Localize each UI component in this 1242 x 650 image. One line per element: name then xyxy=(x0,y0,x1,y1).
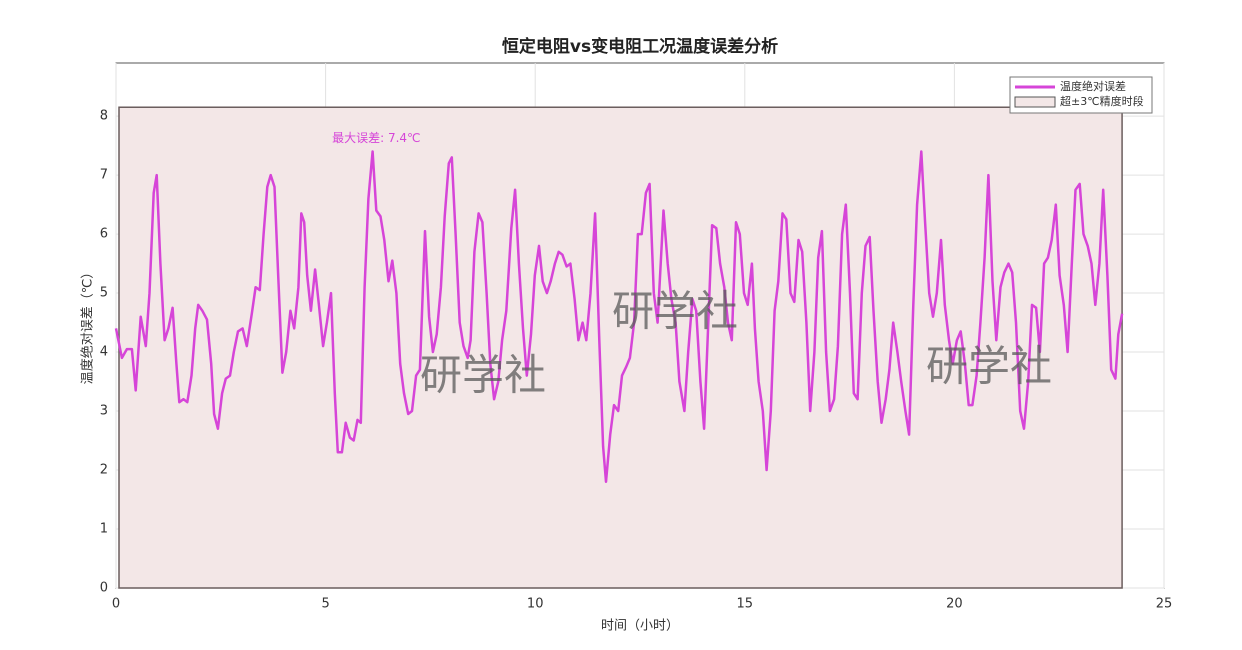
data-line xyxy=(114,150,1124,484)
y-tick-label: 0 xyxy=(100,581,108,596)
chart-title: 恒定电阻vs变电阻工况温度误差分析 xyxy=(502,36,778,57)
x-tick-label: 25 xyxy=(1156,597,1173,612)
y-tick-label: 5 xyxy=(100,286,108,301)
watermark: 研学社 xyxy=(926,342,1052,391)
x-tick-label: 5 xyxy=(321,597,329,612)
y-tick-label: 2 xyxy=(100,463,108,478)
legend-swatch xyxy=(1014,96,1056,108)
y-tick-label: 3 xyxy=(100,404,108,419)
y-tick-label: 7 xyxy=(100,168,108,183)
x-tick-label: 15 xyxy=(737,597,754,612)
y-tick-label: 1 xyxy=(100,522,108,537)
legend: 温度绝对误差 超±3℃精度时段 xyxy=(1009,76,1153,114)
marks xyxy=(114,106,1124,589)
annotation: 最大误差: 7.4℃ xyxy=(332,131,420,145)
watermark: 研学社 xyxy=(420,351,546,400)
watermark: 研学社 xyxy=(612,287,738,336)
x-axis-label: 时间（小时） xyxy=(601,619,679,634)
y-tick-label: 6 xyxy=(100,227,108,242)
y-axis-label: 温度绝对误差（℃） xyxy=(80,266,96,385)
x-tick-label: 0 xyxy=(112,597,120,612)
x-tick-label: 20 xyxy=(946,597,963,612)
legend-label: 温度绝对误差 xyxy=(1060,79,1126,93)
y-tick-label: 8 xyxy=(100,109,108,124)
x-tick-label: 10 xyxy=(527,597,544,612)
legend-label: 超±3℃精度时段 xyxy=(1060,94,1144,108)
y-tick-label: 4 xyxy=(100,345,108,360)
